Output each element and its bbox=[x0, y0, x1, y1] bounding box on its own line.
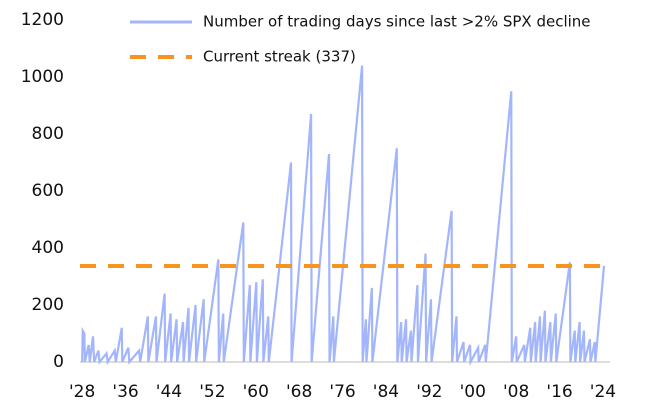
x-tick-label: '92 bbox=[416, 382, 442, 402]
data-line bbox=[81, 65, 606, 367]
y-tick-label: 1000 bbox=[21, 67, 64, 87]
x-tick-label: '76 bbox=[329, 382, 355, 402]
x-tick-label: '52 bbox=[199, 382, 225, 402]
legend-label: Number of trading days since last >2% SP… bbox=[203, 13, 591, 31]
x-tick-label: '44 bbox=[156, 382, 182, 402]
y-tick-label: 200 bbox=[32, 295, 64, 315]
x-tick-label: '84 bbox=[373, 382, 399, 402]
x-tick-label: '16 bbox=[546, 382, 572, 402]
y-tick-label: 0 bbox=[53, 352, 64, 372]
x-tick-label: '24 bbox=[590, 382, 616, 402]
y-tick-label: 600 bbox=[32, 181, 64, 201]
x-tick-label: '68 bbox=[286, 382, 312, 402]
x-tick-label: '28 bbox=[69, 382, 95, 402]
legend-label: Current streak (337) bbox=[203, 48, 356, 66]
x-tick-label: '00 bbox=[460, 382, 486, 402]
y-tick-label: 400 bbox=[32, 238, 64, 258]
x-tick-label: '60 bbox=[243, 382, 269, 402]
y-tick-label: 800 bbox=[32, 124, 64, 144]
x-tick-label: '36 bbox=[112, 382, 138, 402]
x-tick-label: '08 bbox=[503, 382, 529, 402]
y-tick-label: 1200 bbox=[21, 10, 64, 30]
